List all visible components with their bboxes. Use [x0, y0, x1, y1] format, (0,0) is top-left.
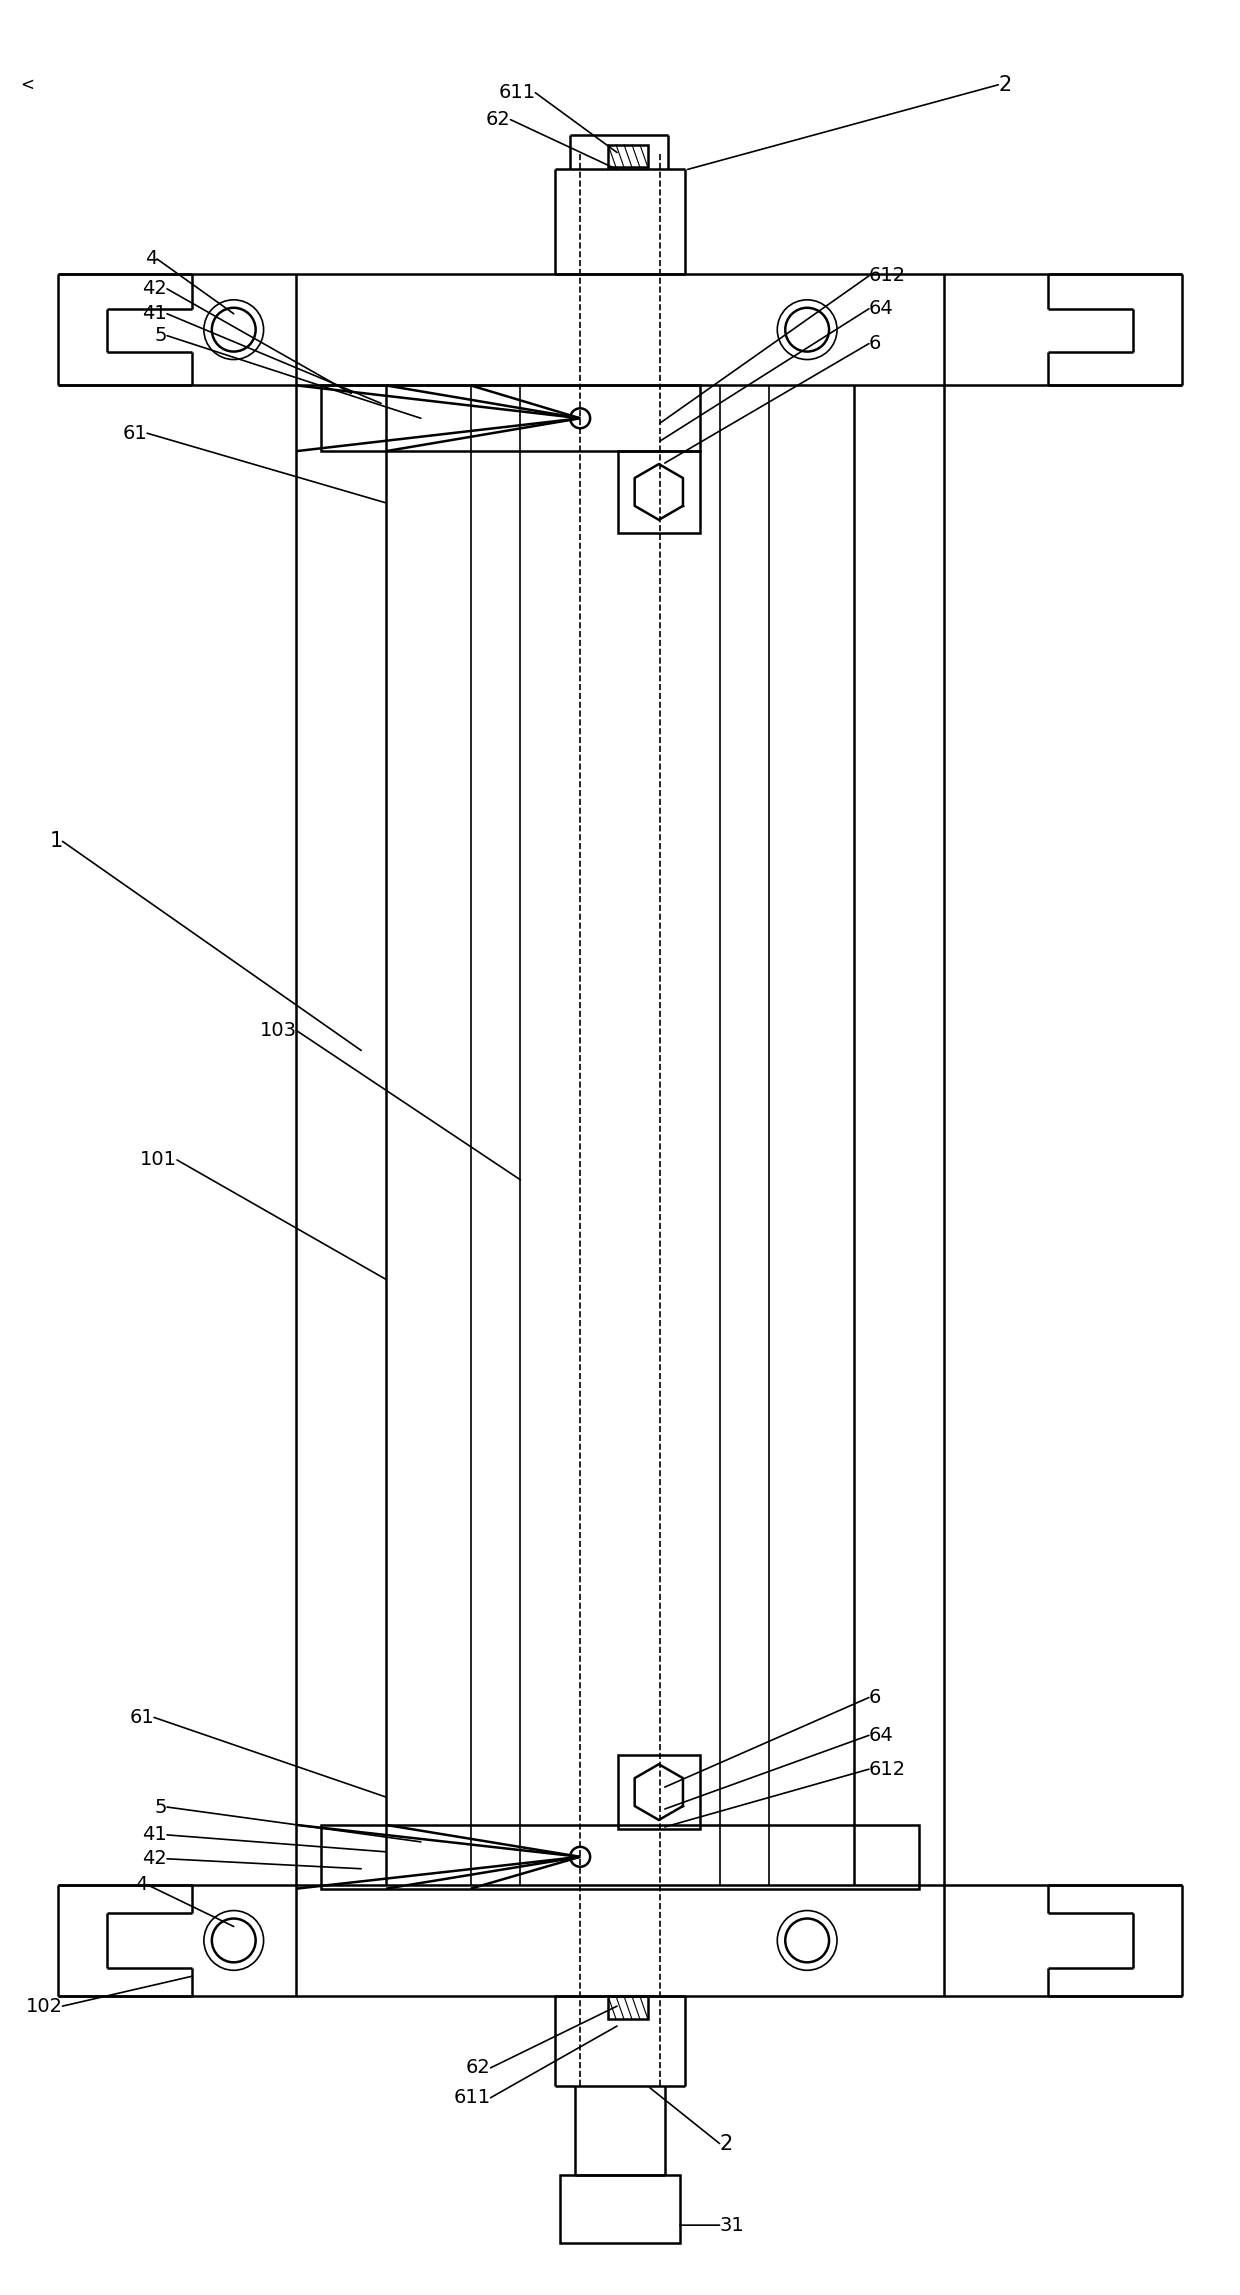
- Text: 102: 102: [26, 1997, 62, 2015]
- Bar: [321, 1825, 919, 1889]
- Text: 62: 62: [486, 110, 511, 129]
- Text: 1: 1: [50, 831, 62, 851]
- Text: 103: 103: [259, 1021, 296, 1040]
- Text: 2: 2: [719, 2134, 733, 2153]
- Text: 6: 6: [869, 1689, 882, 1707]
- Bar: [618, 452, 699, 532]
- Text: 5: 5: [155, 1797, 167, 1818]
- Text: 612: 612: [869, 266, 906, 285]
- Text: 64: 64: [869, 1726, 894, 1744]
- Text: 61: 61: [129, 1707, 154, 1726]
- Bar: [321, 386, 699, 452]
- Text: 61: 61: [123, 425, 148, 443]
- Text: 62: 62: [466, 2059, 491, 2077]
- Bar: [560, 2176, 680, 2242]
- Text: 4: 4: [135, 1875, 148, 1893]
- Text: 5: 5: [155, 326, 167, 344]
- Bar: [618, 1756, 699, 1829]
- Text: 6: 6: [869, 335, 882, 353]
- Bar: [608, 145, 647, 168]
- Text: 41: 41: [143, 1825, 167, 1845]
- Text: 101: 101: [140, 1150, 177, 1170]
- Text: 611: 611: [498, 83, 536, 103]
- Text: 4: 4: [145, 250, 157, 269]
- Text: <: <: [21, 76, 35, 94]
- Text: 42: 42: [143, 1850, 167, 1868]
- Text: 611: 611: [454, 2088, 491, 2107]
- Text: 31: 31: [719, 2215, 744, 2235]
- Text: 2: 2: [998, 76, 1012, 94]
- Text: 41: 41: [143, 305, 167, 324]
- Text: 612: 612: [869, 1760, 906, 1779]
- Text: 64: 64: [869, 298, 894, 319]
- Bar: [608, 1997, 647, 2020]
- Text: 42: 42: [143, 280, 167, 298]
